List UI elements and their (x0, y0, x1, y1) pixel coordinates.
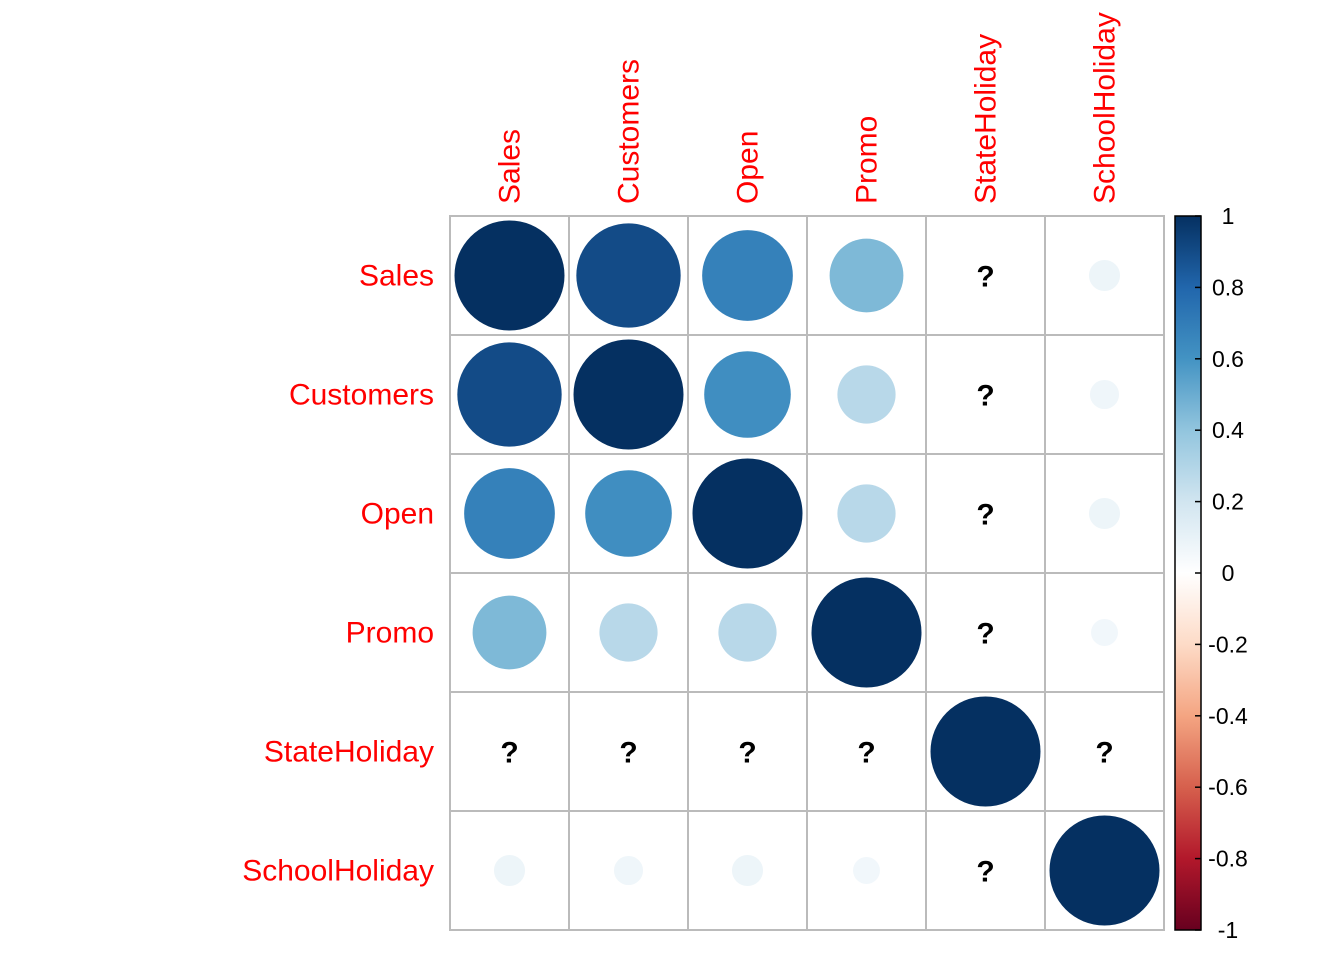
colorbar: 1 0.8 0.6 0.4 0.2 0 -0.2 -0.4 -0.6 -0.8 -1 (1174, 203, 1248, 943)
na-marker: ? (1095, 737, 1113, 770)
correlation-circle (837, 365, 896, 424)
colorbar-tick-label: 0.8 (1212, 274, 1244, 300)
colorbar-tick-label: -1 (1218, 917, 1238, 943)
colorbar-tick-label: 0.2 (1212, 489, 1244, 515)
correlation-circle (930, 696, 1041, 807)
correlation-circle (702, 230, 793, 321)
correlation-circle (599, 603, 658, 662)
correlation-circle (585, 470, 672, 557)
row-labels: Sales Customers Open Promo StateHoliday Schoo… (242, 260, 434, 888)
correlation-circle (454, 220, 565, 331)
column-label: Sales (494, 129, 527, 204)
column-label: Customers (613, 59, 646, 204)
column-label: Open (732, 131, 765, 204)
colorbar-tick-label: 0 (1222, 560, 1235, 586)
na-marker: ? (857, 737, 875, 770)
row-label: Promo (346, 617, 434, 650)
correlation-circle (718, 603, 777, 662)
na-marker: ? (976, 261, 994, 294)
grid-cell (925, 810, 1046, 931)
na-marker: ? (500, 737, 518, 770)
correlation-circle (811, 577, 922, 688)
correlation-circle (472, 595, 547, 670)
correlation-circle (613, 855, 644, 886)
row-label: SchoolHoliday (242, 855, 434, 888)
correlation-circle (1091, 619, 1118, 646)
correlation-circle (1088, 497, 1121, 530)
correlation-circle (692, 458, 803, 569)
na-marker: ? (619, 737, 637, 770)
correlation-circle (1089, 379, 1120, 410)
correlation-circle (837, 484, 896, 543)
row-label: Sales (359, 260, 434, 293)
grid-cell (806, 691, 927, 812)
colorbar-tick-label: -0.8 (1208, 846, 1248, 872)
na-marker: ? (976, 380, 994, 413)
correlation-circle (576, 223, 681, 328)
colorbar-tick-label: 0.4 (1212, 417, 1244, 443)
correlation-circle (493, 854, 526, 887)
grid-cell (449, 691, 570, 812)
correlation-circle (457, 342, 562, 447)
correlation-circle (731, 854, 764, 887)
grid-cell (1044, 691, 1165, 812)
column-labels: Sales Customers Open Promo StateHoliday Schoo… (494, 12, 1122, 204)
correlation-circle (573, 339, 684, 450)
row-label: StateHoliday (264, 736, 434, 769)
correlation-circle (853, 857, 880, 884)
column-label: SchoolHoliday (1089, 12, 1122, 204)
row-label: Open (361, 498, 434, 531)
column-label: StateHoliday (970, 34, 1003, 204)
grid-cell (925, 453, 1046, 574)
correlation-circle (1088, 259, 1121, 292)
colorbar-tick-label: -0.6 (1208, 774, 1248, 800)
na-marker: ? (976, 856, 994, 889)
na-marker: ? (738, 737, 756, 770)
colorbar-tick-label: -0.2 (1208, 631, 1248, 657)
correlation-circle (464, 468, 555, 559)
column-label: Promo (851, 116, 884, 204)
correlation-circle (829, 238, 904, 313)
correlation-circle (1049, 815, 1160, 926)
correlation-circle (704, 351, 791, 438)
row-label: Customers (289, 379, 434, 412)
colorbar-tick-label: -0.4 (1208, 703, 1248, 729)
colorbar-tick-label: 0.6 (1212, 346, 1244, 372)
matrix-cells: ?????????? (449, 215, 1165, 931)
na-marker: ? (976, 618, 994, 651)
grid-cell (687, 691, 808, 812)
na-marker: ? (976, 499, 994, 532)
colorbar-tick-label: 1 (1222, 203, 1235, 229)
grid-cell (925, 572, 1046, 693)
